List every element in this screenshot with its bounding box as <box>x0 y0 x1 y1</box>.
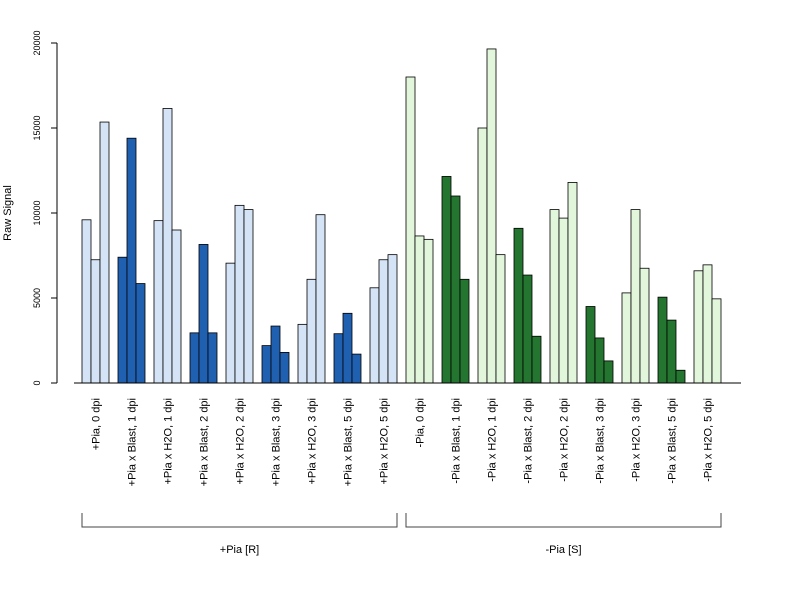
bar <box>513 227 524 384</box>
bar <box>495 254 506 384</box>
bar <box>297 323 308 384</box>
bar <box>675 369 686 384</box>
x-category-label: -Pia x H2O, 2 dpi <box>559 398 571 482</box>
x-category-label: -Pia, 0 dpi <box>415 398 427 448</box>
x-category-label: +Pia, 0 dpi <box>91 398 103 450</box>
bar <box>531 335 542 384</box>
bars-layer <box>81 48 722 384</box>
y-tick-label: 20000 <box>32 30 42 55</box>
x-category-label: -Pia x Blast, 5 dpi <box>667 398 679 484</box>
x-category-label: +Pia x H2O, 2 dpi <box>235 398 247 485</box>
bar <box>567 181 578 384</box>
y-axis-title: Raw Signal <box>2 185 14 241</box>
bar <box>207 332 218 384</box>
y-tick-label: 10000 <box>32 200 42 225</box>
x-category-label: +Pia x Blast, 2 dpi <box>199 398 211 486</box>
bar <box>450 195 461 384</box>
bar <box>693 270 704 384</box>
bar <box>522 274 533 384</box>
x-category-label: -Pia x Blast, 3 dpi <box>595 398 607 484</box>
bar <box>99 121 110 384</box>
bar <box>441 176 452 384</box>
bar <box>315 214 326 384</box>
y-tick-label: 15000 <box>32 115 42 140</box>
bar <box>423 238 434 384</box>
bar <box>657 296 668 384</box>
bar <box>171 229 182 384</box>
bar <box>585 306 596 384</box>
bar <box>81 219 92 384</box>
x-category-label: +Pia x Blast, 1 dpi <box>127 398 139 486</box>
bar <box>414 235 425 384</box>
bar <box>279 351 290 384</box>
bar <box>702 264 713 384</box>
bar <box>189 332 200 384</box>
bar <box>477 127 488 384</box>
y-tick-label: 0 <box>32 380 42 385</box>
bar <box>711 298 722 384</box>
x-category-label: -Pia x H2O, 1 dpi <box>487 398 499 482</box>
bar <box>234 204 245 384</box>
bar <box>558 217 569 384</box>
bar <box>153 220 164 384</box>
bar <box>549 209 560 384</box>
bar <box>261 345 272 384</box>
bar <box>333 333 344 384</box>
bar <box>459 278 470 384</box>
bar <box>270 325 281 384</box>
group-brackets: +Pia [R] -Pia [S] <box>81 513 722 556</box>
bar <box>351 353 362 384</box>
x-category-label: +Pia x H2O, 1 dpi <box>163 398 175 485</box>
x-category-label: +Pia x Blast, 5 dpi <box>343 398 355 486</box>
group-bracket <box>405 513 722 528</box>
bar <box>135 283 146 384</box>
bar <box>369 287 380 384</box>
bar <box>126 137 137 384</box>
x-category-label: +Pia x Blast, 3 dpi <box>271 398 283 486</box>
bar <box>387 254 398 384</box>
bar <box>162 108 173 384</box>
x-category-label: -Pia x Blast, 2 dpi <box>523 398 535 484</box>
bar <box>630 209 641 384</box>
bar <box>378 259 389 384</box>
bar <box>594 337 605 384</box>
x-category-label: -Pia x Blast, 1 dpi <box>451 398 463 484</box>
bar <box>639 267 650 384</box>
x-category-label: +Pia x H2O, 3 dpi <box>307 398 319 485</box>
x-category-label: -Pia x H2O, 5 dpi <box>703 398 715 482</box>
bar <box>603 360 614 384</box>
bar <box>621 292 632 384</box>
bar <box>666 319 677 384</box>
bar <box>405 76 416 384</box>
bar <box>225 262 236 384</box>
group-label: -Pia [S] <box>545 544 581 556</box>
x-category-label: +Pia x H2O, 5 dpi <box>379 398 391 485</box>
bar <box>486 48 497 384</box>
x-axis-category-labels: +Pia, 0 dpi +Pia x Blast, 1 dpi +Pia x H2O… <box>91 398 715 486</box>
group-label: +Pia [R] <box>220 544 259 556</box>
x-category-label: -Pia x H2O, 3 dpi <box>631 398 643 482</box>
bar <box>243 209 254 384</box>
y-axis: 0 5000 10000 15000 20000 <box>32 30 58 386</box>
bar <box>306 278 317 384</box>
y-tick-label: 5000 <box>32 288 42 308</box>
bar <box>342 312 353 384</box>
group-bracket <box>81 513 398 528</box>
bar <box>198 244 209 384</box>
bar <box>117 256 128 384</box>
bar <box>90 259 101 384</box>
